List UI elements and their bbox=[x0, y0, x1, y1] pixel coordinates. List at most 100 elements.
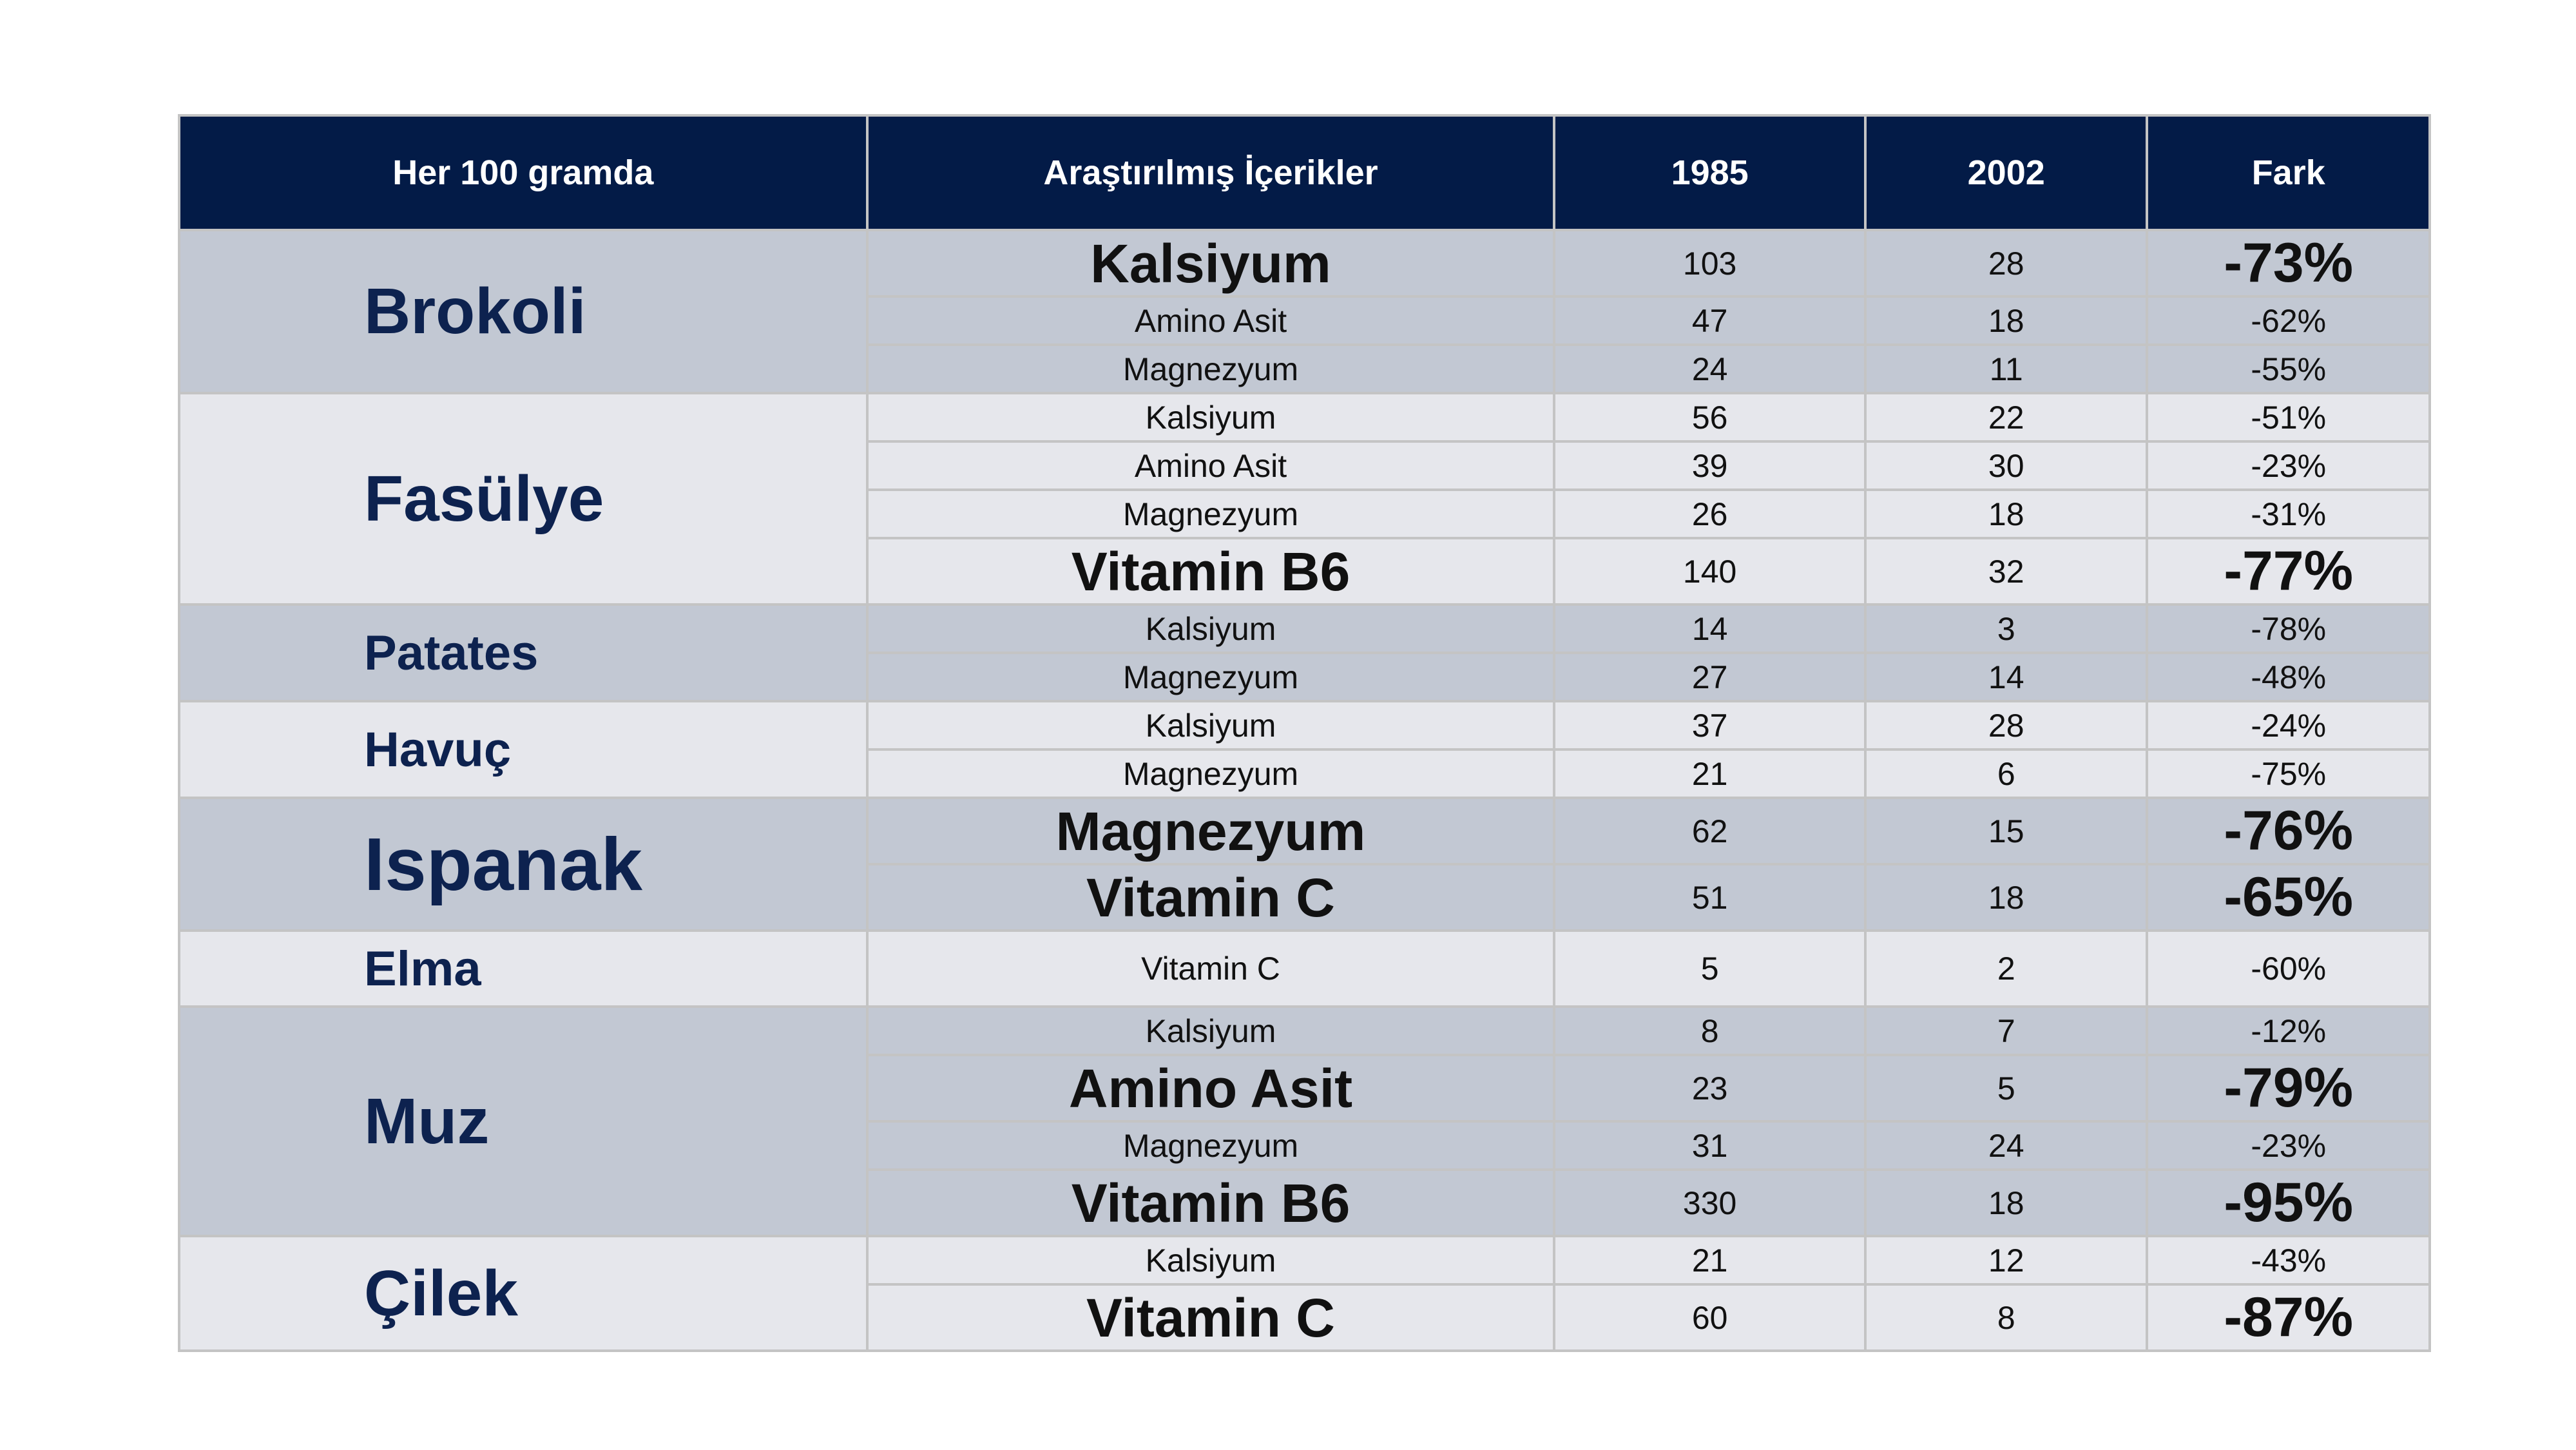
table-row: Vitamin C 51 18 -65% bbox=[179, 863, 2431, 932]
header-per-100g: Her 100 gramda bbox=[178, 114, 869, 231]
table-row: Magnezyum 27 14 -48% bbox=[179, 652, 2431, 702]
difference-cell: -73% bbox=[2146, 229, 2431, 298]
value-1985-cell: 56 bbox=[1553, 392, 1867, 443]
header-difference: Fark bbox=[2146, 114, 2431, 231]
difference-cell: -60% bbox=[2146, 929, 2431, 1008]
table-row: Havuç Kalsiyum 37 28 -24% bbox=[178, 700, 2431, 799]
table-row: Fasülye Kalsiyum 56 22 -51% bbox=[178, 392, 2431, 606]
vegetable-name: Muz bbox=[178, 1005, 869, 1237]
value-2002-cell: 22 bbox=[1863, 392, 2149, 443]
ingredient-cell: Kalsiyum bbox=[865, 229, 1556, 298]
difference-cell: -65% bbox=[2146, 863, 2431, 932]
value-2002-cell: 30 bbox=[1863, 440, 2149, 491]
value-2002-cell: 6 bbox=[1863, 748, 2149, 799]
vegetable-name: Elma bbox=[178, 929, 869, 1008]
difference-cell: -43% bbox=[2146, 1235, 2431, 1286]
ingredient-cell: Magnezyum bbox=[865, 797, 1556, 865]
difference-cell: -23% bbox=[2146, 440, 2431, 491]
ingredient-cell: Magnezyum bbox=[865, 748, 1556, 799]
ingredient-cell: Amino Asit bbox=[865, 295, 1556, 346]
ingredient-cell: Vitamin C bbox=[865, 863, 1556, 932]
difference-cell: -79% bbox=[2146, 1054, 2431, 1123]
value-1985-cell: 39 bbox=[1553, 440, 1867, 491]
ingredient-cell: Vitamin B6 bbox=[865, 537, 1556, 606]
value-1985-cell: 27 bbox=[1553, 652, 1867, 702]
value-2002-cell: 18 bbox=[1863, 295, 2149, 346]
vegetable-name: Çilek bbox=[178, 1235, 869, 1352]
difference-cell: -95% bbox=[2146, 1168, 2431, 1237]
difference-cell: -75% bbox=[2146, 748, 2431, 799]
table-body: Brokoli Kalsiyum 103 28 -73% Amino Asit 47 18 -6… bbox=[178, 229, 2431, 1352]
value-2002-cell: 24 bbox=[1863, 1120, 2149, 1171]
difference-cell: -78% bbox=[2146, 603, 2431, 654]
difference-cell: -55% bbox=[2146, 343, 2431, 394]
value-2002-cell: 8 bbox=[1863, 1283, 2149, 1352]
ingredient-cell: Magnezyum bbox=[865, 652, 1556, 702]
table-row: Vitamin C 60 8 -87% bbox=[179, 1283, 2431, 1352]
ingredient-cell: Vitamin C bbox=[865, 929, 1556, 1008]
ingredient-cell: Magnezyum bbox=[865, 488, 1556, 539]
ingredient-cell: Kalsiyum bbox=[865, 392, 1556, 443]
difference-cell: -23% bbox=[2146, 1120, 2431, 1171]
value-1985-cell: 62 bbox=[1553, 797, 1867, 865]
value-1985-cell: 60 bbox=[1553, 1283, 1867, 1352]
value-1985-cell: 23 bbox=[1553, 1054, 1867, 1123]
table-row: Ispanak Magnezyum 62 15 -76% bbox=[178, 797, 2431, 932]
value-2002-cell: 3 bbox=[1863, 603, 2149, 654]
value-2002-cell: 18 bbox=[1863, 863, 2149, 932]
nutrient-comparison-table: Her 100 gramda Araştırılmış İçerikler 19… bbox=[178, 114, 2431, 1352]
value-2002-cell: 14 bbox=[1863, 652, 2149, 702]
table-row: Magnezyum 21 6 -75% bbox=[179, 748, 2431, 799]
difference-cell: -31% bbox=[2146, 488, 2431, 539]
value-1985-cell: 14 bbox=[1553, 603, 1867, 654]
value-1985-cell: 24 bbox=[1553, 343, 1867, 394]
difference-cell: -77% bbox=[2146, 537, 2431, 606]
value-1985-cell: 330 bbox=[1553, 1168, 1867, 1237]
vegetable-name: Fasülye bbox=[178, 392, 869, 606]
table-row: Amino Asit 23 5 -79% bbox=[179, 1054, 2431, 1123]
table-row: Muz Kalsiyum 8 7 -12% bbox=[178, 1005, 2431, 1237]
difference-cell: -48% bbox=[2146, 652, 2431, 702]
difference-cell: -24% bbox=[2146, 700, 2431, 751]
vegetable-name: Ispanak bbox=[178, 797, 869, 932]
table-row: Patates Kalsiyum 14 3 -78% bbox=[178, 603, 2431, 702]
vegetable-name: Havuç bbox=[178, 700, 869, 799]
table-row: Magnezyum 26 18 -31% bbox=[179, 488, 2431, 539]
ingredient-cell: Kalsiyum bbox=[865, 1235, 1556, 1286]
header-1985: 1985 bbox=[1553, 114, 1867, 231]
value-1985-cell: 26 bbox=[1553, 488, 1867, 539]
value-2002-cell: 7 bbox=[1863, 1005, 2149, 1056]
table-row: Vitamin B6 330 18 -95% bbox=[179, 1168, 2431, 1237]
difference-cell: -51% bbox=[2146, 392, 2431, 443]
header-row: Her 100 gramda Araştırılmış İçerikler 19… bbox=[178, 114, 2431, 231]
header-2002: 2002 bbox=[1863, 114, 2149, 231]
table-row: Magnezyum 24 11 -55% bbox=[179, 343, 2431, 394]
ingredient-cell: Amino Asit bbox=[865, 440, 1556, 491]
value-1985-cell: 21 bbox=[1553, 1235, 1867, 1286]
ingredient-cell: Magnezyum bbox=[865, 1120, 1556, 1171]
value-2002-cell: 18 bbox=[1863, 1168, 2149, 1237]
difference-cell: -87% bbox=[2146, 1283, 2431, 1352]
value-2002-cell: 11 bbox=[1863, 343, 2149, 394]
table-row: Magnezyum 31 24 -23% bbox=[179, 1120, 2431, 1171]
ingredient-cell: Kalsiyum bbox=[865, 1005, 1556, 1056]
value-1985-cell: 8 bbox=[1553, 1005, 1867, 1056]
table-row: Çilek Kalsiyum 21 12 -43% bbox=[178, 1235, 2431, 1352]
difference-cell: -62% bbox=[2146, 295, 2431, 346]
value-1985-cell: 5 bbox=[1553, 929, 1867, 1008]
value-1985-cell: 47 bbox=[1553, 295, 1867, 346]
vegetable-name: Brokoli bbox=[178, 229, 869, 394]
value-2002-cell: 12 bbox=[1863, 1235, 2149, 1286]
ingredient-cell: Magnezyum bbox=[865, 343, 1556, 394]
value-1985-cell: 37 bbox=[1553, 700, 1867, 751]
ingredient-cell: Vitamin C bbox=[865, 1283, 1556, 1352]
difference-cell: -12% bbox=[2146, 1005, 2431, 1056]
value-2002-cell: 32 bbox=[1863, 537, 2149, 606]
table-row: Brokoli Kalsiyum 103 28 -73% bbox=[178, 229, 2431, 394]
value-1985-cell: 140 bbox=[1553, 537, 1867, 606]
ingredient-cell: Kalsiyum bbox=[865, 603, 1556, 654]
header-ingredients: Araştırılmış İçerikler bbox=[865, 114, 1556, 231]
ingredient-cell: Kalsiyum bbox=[865, 700, 1556, 751]
table-row: Amino Asit 39 30 -23% bbox=[179, 440, 2431, 491]
value-1985-cell: 103 bbox=[1553, 229, 1867, 298]
